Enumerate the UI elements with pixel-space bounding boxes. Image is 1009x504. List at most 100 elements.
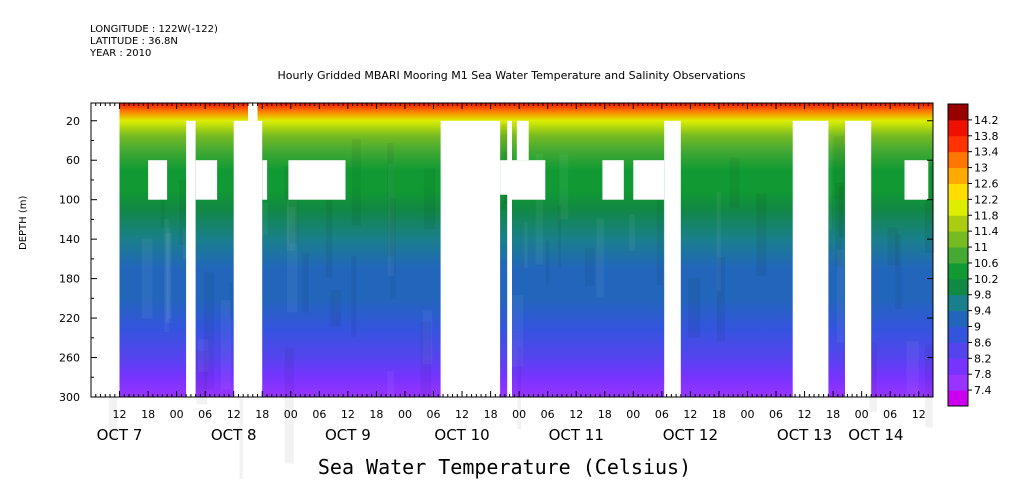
heatmap-streak [869, 342, 877, 413]
x-tick-label: 00 [284, 408, 298, 421]
x-tick-label: 00 [626, 408, 640, 421]
colorbar-swatch [948, 104, 968, 121]
date-label: OCT 12 [663, 426, 718, 444]
heatmap-streak [390, 198, 396, 300]
y-tick-label: 140 [59, 233, 80, 246]
heatmap-streak [716, 256, 726, 342]
x-tick-label: 18 [255, 408, 269, 421]
heatmap-streak [629, 214, 635, 252]
colorbar-swatch [948, 231, 968, 248]
heatmap-streak [302, 252, 309, 313]
colorbar-swatch [948, 199, 968, 216]
colorbar-swatch [948, 294, 968, 312]
y-tick-label: 220 [59, 312, 80, 325]
colorbar-label: 11.8 [974, 209, 999, 222]
missing-data-block [512, 160, 546, 200]
heatmap-streak [546, 240, 550, 285]
colorbar-label: 11 [974, 241, 988, 254]
colorbar-label: 10.2 [974, 273, 999, 286]
missing-data-block [148, 160, 168, 200]
plot-area [90, 102, 935, 479]
x-tick-label: 18 [598, 408, 612, 421]
heatmap-streak [837, 249, 845, 343]
x-tick-label: 06 [312, 408, 326, 421]
missing-data-block [500, 160, 512, 195]
missing-data-block [233, 120, 263, 398]
colorbar-swatch [948, 326, 968, 343]
missing-data-block [195, 160, 218, 200]
colorbar-swatch [948, 342, 968, 359]
heatmap-streak [387, 163, 395, 277]
heatmap-streak [756, 193, 767, 276]
colorbar-label: 13.8 [974, 130, 999, 143]
heatmap-streak [420, 321, 432, 397]
heatmap-streak [166, 227, 171, 319]
date-label: OCT 7 [97, 426, 143, 444]
plot-frame [90, 102, 934, 398]
metadata-block: LONGITUDE : 122W(-122) LATITUDE : 36.8N … [90, 24, 218, 60]
heatmap-streak [423, 168, 436, 230]
heatmap-streak [284, 348, 294, 464]
missing-data-block [186, 120, 196, 398]
colorbar-swatch [948, 151, 968, 169]
longitude-label: LONGITUDE : 122W(-122) [90, 24, 218, 35]
x-tick-label: 12 [683, 408, 697, 421]
date-label: OCT 13 [777, 426, 832, 444]
heatmap-streak [861, 374, 870, 462]
heatmap-streak [287, 200, 298, 313]
heatmap-streak [229, 281, 233, 320]
x-tick-label: 12 [798, 408, 812, 421]
heatmap-streak [730, 157, 740, 208]
heatmap-streak [557, 205, 562, 268]
x-tick-label: 06 [198, 408, 212, 421]
missing-data-block [288, 160, 346, 200]
year-label: YEAR : 2010 [90, 48, 152, 59]
heatmap-streak [687, 277, 701, 338]
colorbar-label: 9 [974, 321, 981, 334]
colorbar-label: 9.8 [974, 289, 992, 302]
colorbar-label: 14.2 [974, 114, 999, 127]
colorbar-label: 12.2 [974, 193, 999, 206]
heatmap-streak [179, 179, 187, 245]
heatmap-streak [288, 163, 299, 244]
missing-data-block [904, 160, 929, 200]
heatmap-streak [239, 361, 243, 479]
heatmap-streak [165, 232, 172, 324]
date-label: OCT 9 [325, 426, 371, 444]
colorbar-swatch [948, 358, 968, 375]
date-label: OCT 11 [549, 426, 604, 444]
heatmap-streak [834, 136, 845, 200]
heatmap-streak [524, 221, 528, 269]
x-tick-label: 18 [484, 408, 498, 421]
missing-data-block [664, 120, 681, 398]
heatmap-streak [596, 218, 604, 298]
heatmap-streak [164, 219, 169, 332]
missing-data-block [91, 103, 120, 397]
heatmap-streak [906, 341, 919, 439]
missing-data-block [792, 120, 829, 398]
heatmap-streak [142, 238, 153, 319]
x-tick-label: 18 [369, 408, 383, 421]
y-axis: 20 60 100 140 180 220 260 300 [59, 115, 933, 404]
x-tick-label: 12 [341, 408, 355, 421]
x-tick-label: 18 [141, 408, 155, 421]
missing-data-block [516, 120, 529, 161]
colorbar-swatch [948, 167, 968, 184]
x-tick-label: 18 [712, 408, 726, 421]
colorbar: 7.4 7.8 8.2 8.6 9 9.4 9.8 10.2 10.6 11 11.4 11.8 12.… [947, 103, 999, 407]
x-tick-label: 00 [855, 408, 869, 421]
heatmap-streak [559, 154, 569, 220]
x-tick-label: 12 [455, 408, 469, 421]
colorbar-label: 10.6 [974, 257, 999, 270]
date-label: OCT 8 [211, 426, 257, 444]
colorbar-label: 8.6 [974, 336, 992, 349]
heatmap-streak [839, 186, 846, 238]
heatmap-streak [351, 255, 357, 337]
date-label: OCT 10 [434, 426, 489, 444]
colorbar-swatch [948, 247, 968, 264]
y-tick-label: 100 [59, 194, 80, 207]
x-tick-label: 06 [427, 408, 441, 421]
colorbar-label: 12.6 [974, 177, 999, 190]
x-tick-label: 12 [113, 408, 127, 421]
